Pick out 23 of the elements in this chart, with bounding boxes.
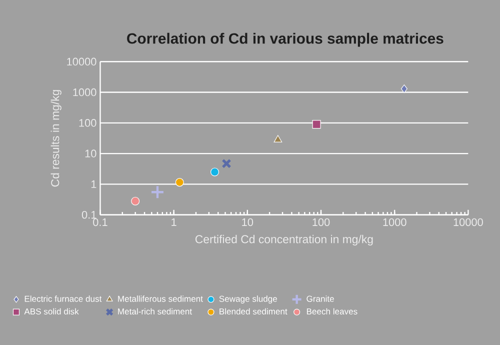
x-tick-label: 1 xyxy=(172,218,176,226)
y-tick-label: 10 xyxy=(85,150,96,158)
legend-label: ABS solid disk xyxy=(24,308,79,314)
x-axis-title: Certified Cd concentration in mg/kg xyxy=(195,234,373,246)
y-tick-label: 1 xyxy=(91,180,96,188)
y-tick-label: 100 xyxy=(79,119,96,127)
legend-label: Blended sediment xyxy=(220,308,288,314)
x-tick-label: 10 xyxy=(242,218,254,226)
legend-label: Metal-rich sediment xyxy=(118,308,192,314)
chart-title: Correlation of Cd in various sample matrices xyxy=(127,32,444,47)
legend-label: Beech leaves xyxy=(306,308,358,314)
x-tick-label: 10000 xyxy=(454,218,483,226)
legend-label: Metalliferous sediment xyxy=(118,296,203,302)
y-tick-label: 0.1 xyxy=(82,210,96,219)
legend-label: Electric furnace dust xyxy=(24,296,102,302)
legend-label: Sewage sludge xyxy=(219,296,277,304)
y-axis-title: Cd results in mg/kg xyxy=(50,90,62,187)
y-tick-label: 10000 xyxy=(67,58,96,66)
x-tick-label: 100 xyxy=(312,218,330,226)
y-tick-label: 1000 xyxy=(73,88,96,96)
legend-label: Granite xyxy=(306,296,334,302)
x-tick-label: 0.1 xyxy=(93,218,108,226)
x-tick-label: 1000 xyxy=(383,218,406,226)
